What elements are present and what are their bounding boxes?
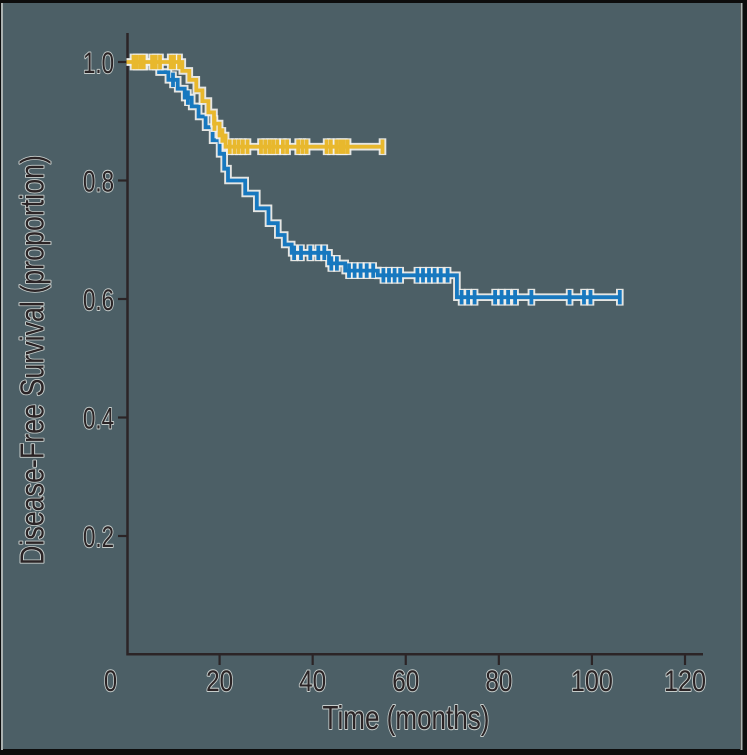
series-line (126, 60, 622, 300)
y-tick-label: 0.2 (83, 521, 114, 554)
y-tick-label: 0.6 (83, 284, 114, 317)
x-axis-title: Time (months) (323, 699, 490, 736)
right-edge-highlight (740, 3, 743, 750)
x-tick-label: 80 (485, 665, 512, 698)
y-tick-label: 0.8 (83, 166, 114, 199)
y-tick-label: 0.4 (83, 403, 114, 436)
x-tick-label: 0 (104, 665, 117, 698)
x-tick-label: 100 (571, 665, 613, 698)
left-edge-highlight (1, 3, 3, 750)
axis-lines (126, 33, 703, 656)
x-tick-label: 60 (392, 665, 419, 698)
x-tick-label: 120 (664, 665, 706, 698)
series-blue-arm (126, 53, 624, 306)
x-tick-label: 20 (206, 665, 233, 698)
series-gold-arm (126, 53, 387, 156)
y-axis-title: Disease-Free Survival (proportion) (14, 155, 51, 565)
plot-area: 0 20 40 60 80 100 120 1.0 0.8 0.6 0.4 0.2 (82, 33, 707, 699)
x-tick-label: 40 (299, 665, 326, 698)
y-tick-label: 1.0 (83, 47, 114, 80)
canvas-background (3, 3, 740, 749)
